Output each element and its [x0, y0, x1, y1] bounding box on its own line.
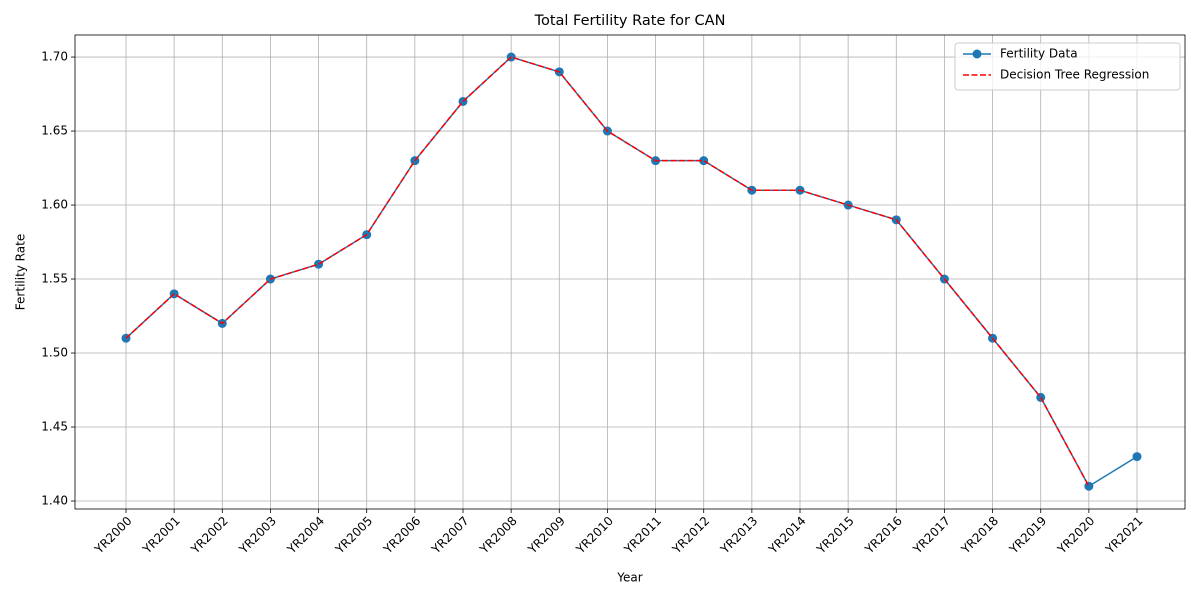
x-tick-label: YR2003: [236, 514, 279, 557]
y-tick-label: 1.65: [41, 124, 68, 138]
x-tick-label: YR2001: [139, 514, 182, 557]
x-tick-label: YR2016: [862, 514, 905, 557]
y-tick-label: 1.70: [41, 50, 68, 64]
y-tick-label: 1.60: [41, 198, 68, 212]
series-line: [125, 56, 1090, 487]
x-tick-label: YR2019: [1006, 514, 1049, 557]
y-tick-label: 1.50: [41, 346, 68, 360]
x-axis-label: Year: [616, 571, 642, 585]
x-tick-label: YR2000: [91, 514, 134, 557]
x-tick-label: YR2008: [476, 514, 519, 557]
series-line: [125, 56, 1138, 488]
data-point: [1084, 481, 1094, 491]
x-tick-label: YR2012: [669, 514, 712, 557]
x-tick-label: YR2013: [717, 514, 760, 557]
x-tick-label: YR2002: [188, 514, 231, 557]
y-tick-label: 1.45: [41, 420, 68, 434]
x-tick-label: YR2014: [765, 514, 808, 557]
plot-frame: [74, 34, 1186, 510]
legend-label: Fertility Data: [1000, 47, 1078, 61]
x-tick-label: YR2018: [958, 514, 1001, 557]
y-axis-label: Fertility Rate: [14, 234, 28, 310]
x-tick-label: YR2021: [1102, 514, 1145, 557]
x-tick-label: YR2020: [1054, 514, 1097, 557]
x-tick-label: YR2007: [428, 514, 471, 557]
x-tick-label: YR2006: [380, 514, 423, 557]
x-tick-label: YR2004: [284, 514, 327, 557]
y-tick-label: 1.40: [41, 494, 68, 508]
data-point: [314, 259, 324, 269]
legend-label: Decision Tree Regression: [1000, 68, 1149, 82]
data-point: [1132, 452, 1142, 462]
x-tick-label: YR2010: [573, 514, 616, 557]
x-tick-label: YR2017: [910, 514, 953, 557]
x-tick-label: YR2011: [621, 514, 664, 557]
x-tick-label: YR2005: [332, 514, 375, 557]
y-tick-label: 1.55: [41, 272, 68, 286]
legend-box: [954, 42, 1181, 91]
x-tick-label: YR2009: [525, 514, 568, 557]
legend-marker: [972, 49, 982, 59]
chart-title: Total Fertility Rate for CAN: [534, 13, 726, 29]
x-tick-label: YR2015: [813, 514, 856, 557]
